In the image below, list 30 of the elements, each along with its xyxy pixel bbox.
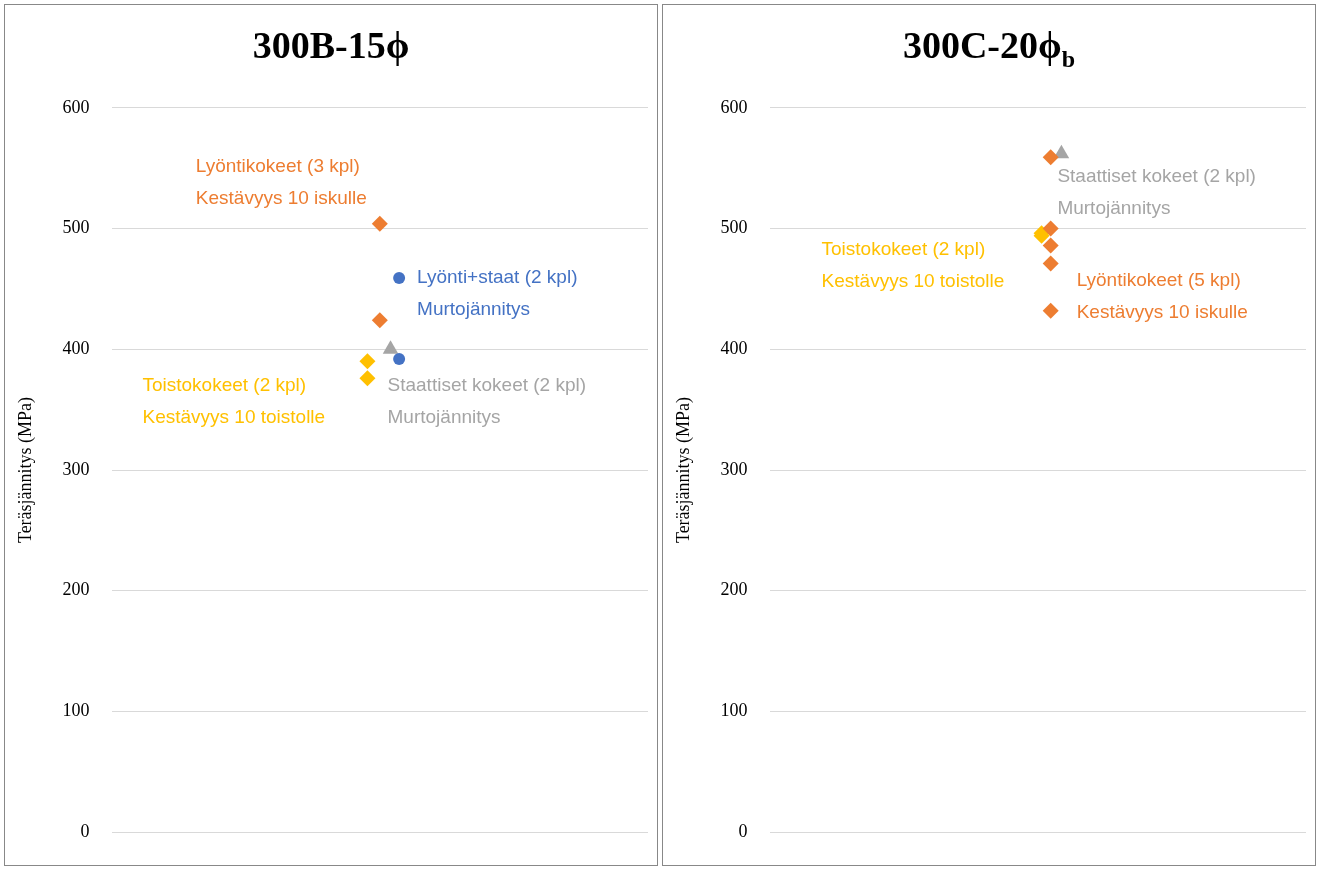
y-tick-label: 300 — [720, 458, 748, 479]
y-tick-label: 200 — [62, 579, 90, 600]
y-tick-label: 400 — [62, 338, 90, 358]
y-tick-label: 100 — [62, 700, 90, 721]
series-label: Lyöntikokeet (3 kpl) Kestävyys 10 iskulle — [195, 154, 367, 208]
point — [1042, 220, 1059, 237]
y-tick-label: 600 — [62, 96, 90, 117]
y-tick-label: 0 — [80, 820, 90, 841]
point — [1042, 255, 1059, 272]
y-tick-label: 600 — [720, 96, 748, 117]
point — [1042, 302, 1059, 319]
series-label: Toistokokeet (2 kpl) Kestävyys 10 toistolle — [142, 373, 326, 427]
series-label: Lyöntikokeet (5 kpl) Kestävyys 10 iskulle — [1076, 268, 1248, 322]
y-tick-label: 200 — [720, 579, 748, 600]
y-tick-label: 100 — [720, 700, 748, 721]
y-tick-label: 0 — [738, 820, 748, 841]
y-tick-label: 400 — [720, 338, 748, 358]
point — [1042, 149, 1059, 166]
y-tick-label: 500 — [720, 217, 748, 238]
point — [1042, 237, 1059, 254]
series-label: Toistokokeet (2 kpl) Kestävyys 10 toistolle — [821, 237, 1005, 291]
y-axis-title: Teräsjännitys (MPa) — [672, 396, 694, 544]
chart-title: 300B-15ϕ — [251, 23, 411, 68]
series-label: Staattiset kokeet (2 kpl) Murtojännitys — [1057, 164, 1256, 218]
chart-title: 300C-20ϕ$_{b}$ — [901, 23, 1077, 74]
y-tick-label: 500 — [62, 217, 90, 238]
y-axis-title: Teräsjännitys (MPa) — [14, 396, 36, 544]
y-tick-label: 300 — [62, 458, 90, 479]
series-label: Staattiset kokeet (2 kpl) Murtojännitys — [387, 373, 587, 427]
series-label: Lyönti+staat (2 kpl) Murtojännitys — [417, 266, 578, 320]
